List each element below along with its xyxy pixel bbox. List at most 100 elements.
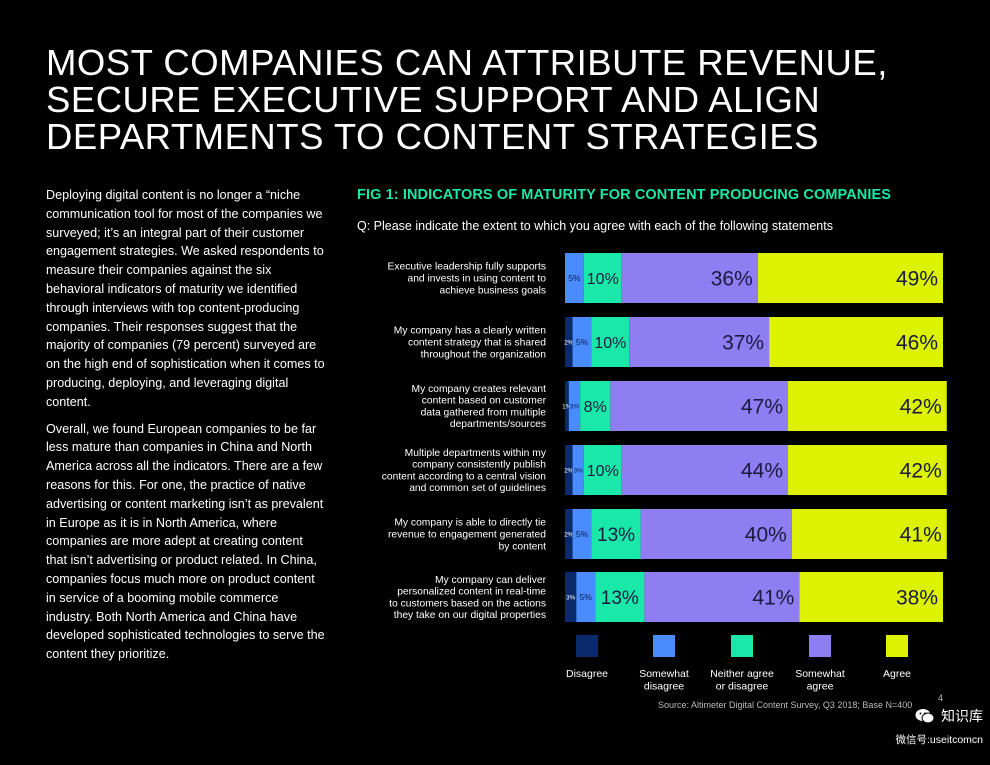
data-label: 10% (587, 271, 619, 288)
legend-swatch (731, 635, 753, 657)
body-text: Deploying digital content is no longer a… (46, 186, 326, 672)
category-label-line: they take on our digital properties (394, 610, 546, 621)
category-label-line: content based on customer (422, 396, 547, 407)
bar-segment (769, 317, 943, 367)
data-label: 2% (564, 339, 574, 346)
bar-segment (799, 572, 943, 622)
data-label: 5% (576, 529, 589, 539)
data-label: 5% (580, 592, 593, 602)
category-label-line: Executive leadership fully supports (387, 262, 546, 273)
bar-segment (565, 253, 584, 303)
category-label: My company can deliver personalized conte… (389, 575, 546, 621)
bar-segment (583, 253, 622, 303)
legend-label-line: disagree (644, 681, 684, 693)
category-label: My company is able to directly tie revenu… (388, 518, 546, 553)
data-label: 42% (900, 460, 942, 483)
bar-segment (565, 381, 569, 431)
title-line: SECURE EXECUTIVE SUPPORT AND ALIGN (46, 79, 821, 120)
bar-segment (572, 317, 592, 367)
category-label-line: revenue to engagement generated (388, 530, 546, 541)
bar-segment (591, 509, 641, 559)
category-label-line: achieve business goals (440, 285, 546, 296)
legend-label-line: Agree (883, 668, 911, 680)
body-paragraph: Deploying digital content is no longer a… (46, 188, 325, 409)
chart-title: FIG 1: INDICATORS OF MATURITY FOR CONTEN… (357, 187, 892, 203)
data-label: 49% (896, 268, 938, 291)
wechat-icon (915, 709, 935, 724)
data-label: 5% (568, 273, 581, 283)
title-line: DEPARTMENTS TO CONTENT STRATEGIES (46, 116, 819, 157)
data-label: 41% (900, 524, 942, 547)
bar-segment (644, 572, 800, 622)
category-label-line: and invests in using content to (407, 274, 546, 285)
bar-segment (621, 445, 789, 495)
bar-segment (591, 317, 630, 367)
bar-segment (640, 509, 792, 559)
bar-segment (565, 572, 577, 622)
bar-segment (621, 253, 758, 303)
category-label-line: data gathered from multiple (421, 407, 547, 418)
bar-segment (788, 445, 947, 495)
bar-segment (565, 509, 573, 559)
bar-segment (572, 445, 584, 495)
category-label-line: content strategy that is shared (408, 338, 546, 349)
bar-segment (788, 381, 947, 431)
data-label: 13% (601, 588, 639, 609)
watermark-account: 微信号:useitcomcn (895, 734, 983, 746)
category-label: My company has a clearly written content … (394, 326, 547, 361)
legend-label-line: Somewhat (795, 668, 845, 680)
category-label-line: My company has a clearly written (394, 326, 546, 337)
legend-swatch (576, 635, 598, 657)
legend-label: Somewhat agree (795, 668, 845, 693)
legend-label: Somewhat disagree (639, 668, 689, 693)
legend-label: Agree (883, 668, 911, 680)
data-label: 3% (566, 594, 576, 601)
page-title: MOST COMPANIES CAN ATTRIBUTE REVENUE, SE… (46, 44, 946, 155)
data-label: 5% (576, 337, 589, 347)
category-label-line: My company is able to directly tie (394, 518, 546, 529)
bar-segment (583, 445, 622, 495)
bar-segment (565, 445, 573, 495)
legend-label-line: Somewhat (639, 668, 689, 680)
data-label: 44% (741, 460, 783, 483)
bar-segment (568, 381, 581, 431)
bar-segment (565, 317, 573, 367)
data-label: 38% (896, 587, 938, 610)
category-label-line: to customers based on the actions (389, 598, 546, 609)
category-label-line: Multiple departments within my (405, 448, 547, 459)
data-label: 13% (597, 525, 635, 546)
bar-segment (576, 572, 596, 622)
category-label-line: departments/sources (450, 419, 546, 430)
title-line: MOST COMPANIES CAN ATTRIBUTE REVENUE, (46, 42, 888, 83)
bar-segment (595, 572, 645, 622)
data-label: 8% (584, 399, 607, 416)
legend-label-line: Disagree (566, 668, 608, 680)
category-label-line: content according to a central vision (382, 471, 547, 482)
data-label: 36% (711, 268, 753, 291)
data-label: 1% (562, 403, 572, 410)
watermark-brand: 知识库 (941, 708, 983, 724)
data-label: 2% (564, 467, 574, 474)
bar-segment (629, 317, 770, 367)
category-label: My company creates relevant content based… (412, 384, 547, 430)
data-label: 37% (722, 332, 764, 355)
legend-label-line: or disagree (716, 681, 769, 693)
bar-segment (572, 509, 592, 559)
legend-swatch (809, 635, 831, 657)
chart-subtitle: Q: Please indicate the extent to which y… (357, 219, 833, 233)
category-label-line: My company creates relevant (412, 384, 547, 395)
bar-segment (580, 381, 611, 431)
data-label: 10% (587, 463, 619, 480)
legend-label: Disagree (566, 668, 608, 680)
category-label-line: company consistently publish (412, 460, 546, 471)
category-label-line: personalized content in real-time (397, 587, 546, 598)
data-label: 40% (745, 524, 787, 547)
data-label: 42% (900, 396, 942, 419)
bar-segment (791, 509, 947, 559)
chart-source: Source: Altimeter Digital Content Survey… (658, 700, 913, 710)
data-label: 3% (574, 467, 584, 474)
bar-segment (610, 381, 789, 431)
category-label-line: by content (498, 541, 546, 552)
legend-label-line: agree (807, 681, 834, 693)
